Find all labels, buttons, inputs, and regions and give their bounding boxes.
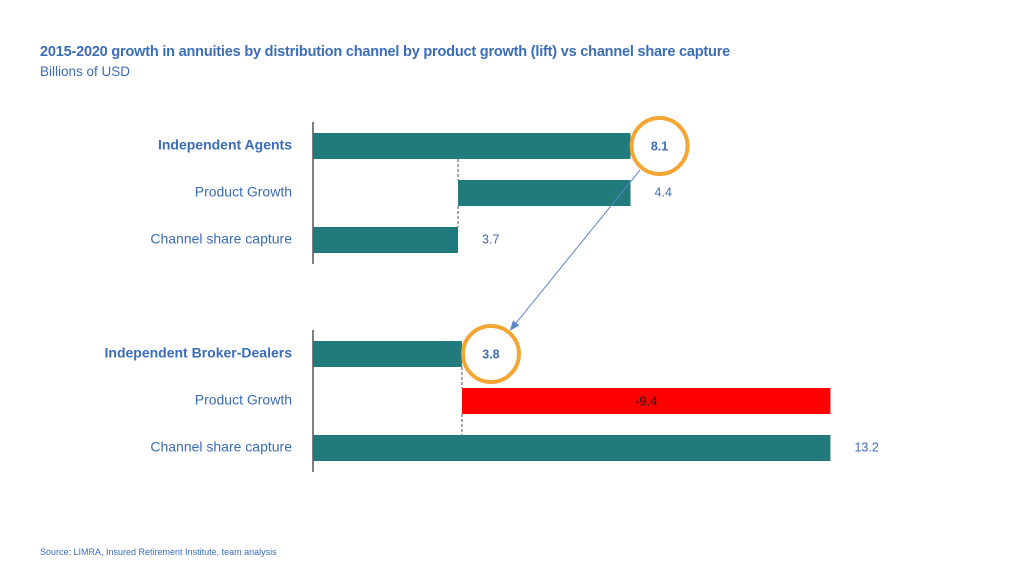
category-label: Channel share capture <box>150 231 292 247</box>
chart-title: 2015-2020 growth in annuities by distrib… <box>40 44 731 60</box>
total-bar <box>313 133 631 159</box>
group-label: Independent Broker-Dealers <box>105 345 293 361</box>
total-bar <box>313 341 462 367</box>
category-label: Channel share capture <box>150 439 292 455</box>
category-label: Product Growth <box>195 392 292 408</box>
source-note: Source: LIMRA, Insured Retirement Instit… <box>40 547 277 557</box>
component-bar <box>313 435 831 461</box>
component-bar <box>461 388 831 414</box>
data-label: 3.7 <box>482 232 499 246</box>
connection-arrow <box>509 169 641 331</box>
chart-subtitle: Billions of USD <box>40 64 131 79</box>
group-label: Independent Agents <box>158 137 292 153</box>
data-label: 4.4 <box>655 185 672 199</box>
highlight-circle <box>629 116 690 176</box>
data-label: -9.4 <box>635 393 657 408</box>
category-label: Product Growth <box>195 184 292 200</box>
highlight-circle <box>460 324 521 384</box>
data-label: 8.1 <box>651 139 668 153</box>
data-label: 13.2 <box>854 440 878 454</box>
component-bar <box>313 227 459 253</box>
component-bar <box>458 180 631 206</box>
data-label: 3.8 <box>482 347 499 361</box>
